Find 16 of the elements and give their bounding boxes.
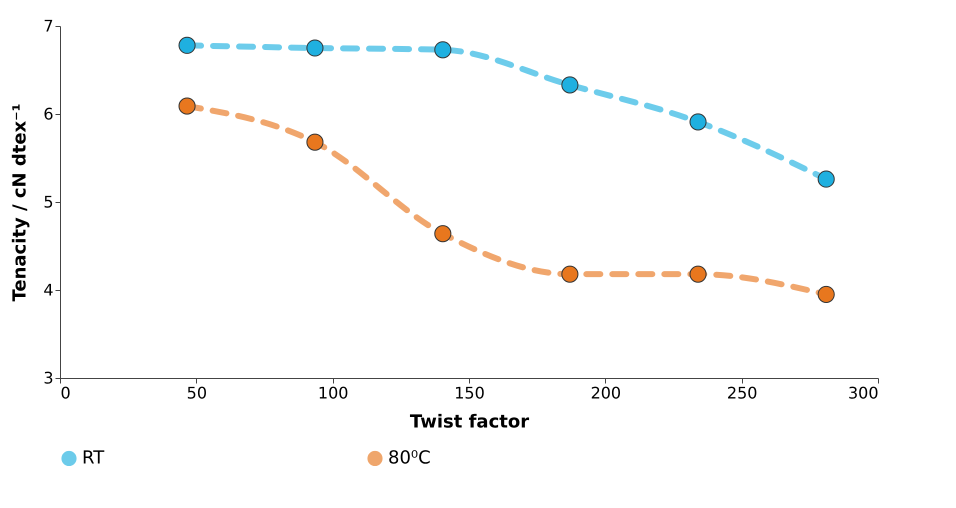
y-tick-label: 6	[43, 104, 54, 124]
x-tick-label: 300	[848, 384, 878, 402]
y-tick-label: 4	[43, 280, 54, 300]
x-tick-label: 200	[590, 384, 622, 402]
y-tick-label: 7	[43, 16, 54, 36]
x-tick-label: 100	[318, 384, 348, 402]
legend-label: RT	[82, 447, 106, 468]
x-tick-label: 0	[60, 384, 71, 402]
x-tick-label: 150	[454, 384, 485, 402]
x-axis-title: Twist factor	[410, 412, 530, 432]
x-tick-label: 50	[186, 384, 208, 402]
x-tick-label: 250	[726, 384, 758, 402]
y-tick-label: 3	[43, 368, 54, 388]
y-tick-label: 5	[43, 192, 54, 212]
y-axis-title: Tenacity / cN dtex⁻¹	[9, 103, 30, 302]
legend-label: 80⁰C	[388, 447, 431, 468]
